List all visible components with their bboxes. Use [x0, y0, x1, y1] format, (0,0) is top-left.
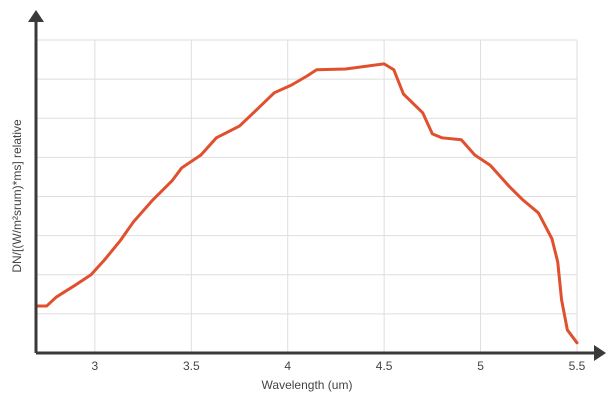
x-tick-label: 5: [477, 359, 484, 373]
x-axis-arrow: [594, 345, 606, 361]
x-tick-label: 3.5: [183, 359, 200, 373]
plot: [35, 62, 579, 345]
x-tick-label: 4: [284, 359, 291, 373]
data-line: [35, 62, 579, 345]
y-axis-label: DN/[(W/m²srum)*ms] relative: [10, 119, 24, 273]
x-tick-label: 4.5: [376, 359, 393, 373]
x-axis-label: Wavelength (um): [262, 378, 353, 392]
y-axis-arrow: [28, 10, 44, 22]
x-tick-label: 5.5: [569, 359, 586, 373]
grid: [37, 39, 578, 353]
x-tick-label: 3: [92, 359, 99, 373]
